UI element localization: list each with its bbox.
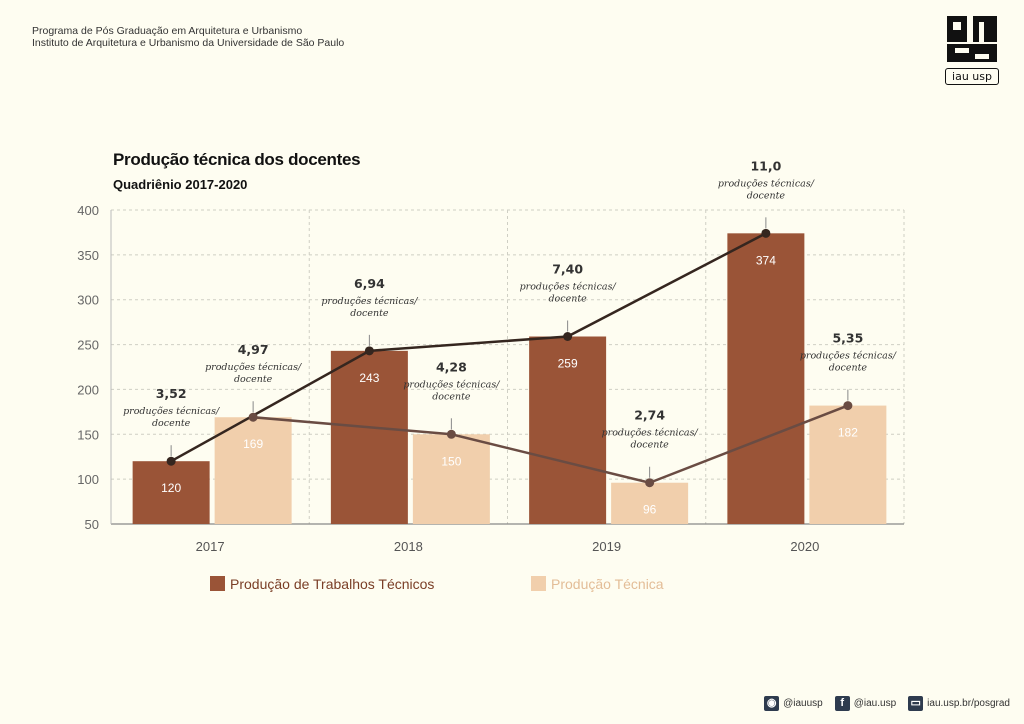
y-tick-label: 300	[77, 293, 99, 308]
instagram-link[interactable]: ◉ @iauusp	[764, 696, 823, 711]
bar-producao-2019	[611, 482, 689, 524]
y-tick-label: 200	[77, 382, 99, 397]
trend-point	[364, 346, 374, 356]
facebook-icon: f	[834, 696, 850, 711]
ratio-label-line1: produções técnicas/	[205, 362, 302, 373]
y-tick-label: 50	[85, 517, 99, 532]
trend-point	[446, 429, 456, 439]
ratio-label-line2: docente	[548, 293, 587, 304]
ratio-value: 4,28	[436, 359, 467, 374]
ratio-label-line1: produções técnicas/	[321, 296, 418, 307]
bar-trabalhos-2019	[529, 336, 607, 524]
trend-point	[761, 228, 771, 238]
instagram-handle: @iauusp	[783, 698, 823, 709]
website-url: iau.usp.br/posgrad	[927, 698, 1010, 709]
bar-value-label: 374	[756, 253, 776, 267]
bar-value-label: 150	[441, 454, 461, 468]
ratio-label-line1: produções técnicas/	[403, 379, 500, 390]
bar-trabalhos-2018	[330, 350, 408, 524]
ratio-label-line1: produções técnicas/	[520, 281, 617, 292]
ratio-label-line2: docente	[432, 391, 471, 402]
legend-label-trabalhos: Produção de Trabalhos Técnicos	[230, 576, 434, 592]
instagram-icon: ◉	[764, 696, 780, 711]
chart-title: Produção técnica dos docentes	[113, 150, 361, 169]
bar-value-label: 96	[643, 503, 657, 517]
facebook-handle: @iau.usp	[853, 698, 897, 709]
ratio-label-line2: docente	[350, 308, 389, 319]
trend-line-producao	[253, 404, 849, 485]
ratio-label-line2: docente	[234, 374, 273, 385]
x-tick-label: 2017	[196, 539, 225, 554]
ratio-label-line2: docente	[747, 190, 786, 201]
y-tick-label: 250	[77, 338, 99, 353]
x-tick-label: 2019	[592, 539, 621, 554]
program-header: Programa de Pós Graduação em Arquitetura…	[32, 25, 344, 49]
ratio-label-line1: produções técnicas/	[800, 351, 897, 362]
chart-subtitle: Quadriênio 2017-2020	[113, 177, 248, 192]
ratio-label-line1: produções técnicas/	[602, 428, 699, 439]
monitor-icon: ▭	[908, 696, 924, 711]
x-tick-label: 2018	[394, 539, 423, 554]
bar-producao-2017	[214, 417, 292, 524]
bar-value-label: 169	[243, 437, 263, 451]
iau-usp-logo: iau usp	[945, 14, 999, 85]
website-link[interactable]: ▭ iau.usp.br/posgrad	[908, 696, 1010, 711]
trend-point	[645, 478, 655, 488]
trend-point	[166, 456, 176, 466]
program-name: Programa de Pós Graduação em Arquitetura…	[32, 25, 303, 37]
ratio-label-line1: produções técnicas/	[718, 178, 815, 189]
footer-social: ◉ @iauusp f @iau.usp ▭ iau.usp.br/posgra…	[764, 696, 1010, 711]
iau-logo-icon	[947, 16, 997, 62]
bar-producao-2020	[809, 405, 887, 524]
bar-trabalhos-2020	[727, 233, 805, 524]
bar-value-label: 120	[161, 481, 181, 495]
bar-value-label: 259	[558, 356, 578, 370]
ratio-label-line2: docente	[152, 418, 191, 429]
ratio-value: 4,97	[238, 342, 269, 357]
trend-point	[563, 331, 573, 341]
legend-swatch-trabalhos	[210, 576, 225, 591]
ratio-value: 11,0	[750, 158, 781, 173]
y-tick-label: 100	[77, 472, 99, 487]
y-tick-label: 150	[77, 427, 99, 442]
trend-point	[248, 412, 258, 422]
institute-name: Instituto de Arquitetura e Urbanismo da …	[32, 37, 345, 49]
legend-swatch-producao	[531, 576, 546, 591]
facebook-link[interactable]: f @iau.usp	[834, 696, 897, 711]
ratio-value: 6,94	[354, 276, 385, 291]
x-tick-label: 2020	[790, 539, 819, 554]
bar-value-label: 243	[359, 371, 379, 385]
legend-label-producao: Produção Técnica	[551, 576, 664, 592]
ratio-value: 7,40	[552, 261, 583, 276]
ratio-value: 5,35	[832, 331, 863, 346]
bar-trabalhos-2017	[132, 461, 210, 524]
trend-point	[843, 401, 853, 411]
ratio-label-line2: docente	[829, 363, 868, 374]
ratio-value: 3,52	[156, 386, 187, 401]
bar-value-label: 182	[838, 426, 858, 440]
y-tick-label: 350	[77, 248, 99, 263]
bar-producao-2018	[412, 434, 490, 524]
ratio-label-line2: docente	[630, 440, 669, 451]
y-tick-label: 400	[77, 203, 99, 218]
logo-text: iau usp	[945, 68, 999, 85]
ratio-label-line1: produções técnicas/	[123, 406, 220, 417]
trend-line-trabalhos	[170, 232, 767, 463]
ratio-value: 2,74	[634, 408, 665, 423]
